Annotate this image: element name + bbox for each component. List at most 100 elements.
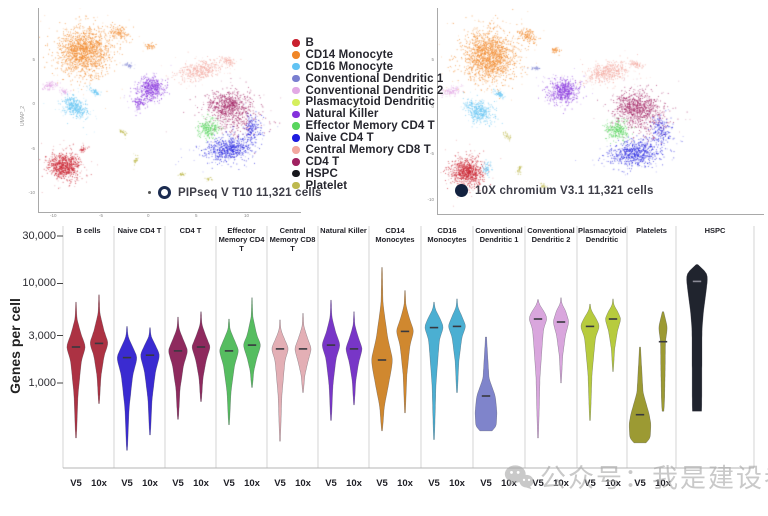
umap-y-axis-label: UMAP_2 bbox=[20, 105, 26, 126]
legend-color-dot bbox=[292, 39, 300, 47]
violin-column-header: Conventional Dendritic 2 bbox=[527, 226, 575, 244]
caption-10x: 10X chromium V3.1 11,321 cells bbox=[455, 184, 654, 197]
axis-tick-label: 10 bbox=[244, 213, 250, 218]
caption-pipseq-text: PIPseq V T10 11,321 cells bbox=[178, 186, 322, 199]
tech-label-10x: 10x bbox=[142, 478, 158, 489]
violin-plasmacytoid-dendritic-10x bbox=[605, 298, 621, 372]
axis-tick-label: 5 bbox=[431, 57, 434, 62]
axis-tick-label: 0 bbox=[147, 213, 150, 218]
legend-item: CD14 Monocyte bbox=[292, 49, 443, 61]
tech-label-10x: 10x bbox=[346, 478, 362, 489]
legend-item: CD4 T bbox=[292, 156, 443, 168]
tech-label-10x: 10x bbox=[91, 478, 107, 489]
axis-tick-label: 5 bbox=[32, 57, 35, 62]
legend-item: Central Memory CD8 T bbox=[292, 144, 443, 156]
violin-column-header: CD4 T bbox=[179, 226, 202, 235]
tech-label-10x: 10x bbox=[397, 478, 413, 489]
legend-label: CD16 Monocyte bbox=[305, 60, 394, 73]
violin-column-header: Effector Memory CD4 T bbox=[218, 226, 265, 253]
legend-color-dot bbox=[292, 122, 300, 130]
tech-label-10x: 10x bbox=[193, 478, 209, 489]
y-axis-tick-label: 30,000 bbox=[22, 230, 56, 242]
violin-natural-killer-10x bbox=[345, 311, 363, 406]
legend-label: Naive CD4 T bbox=[305, 132, 374, 145]
violin-cd4-t-V5 bbox=[168, 316, 188, 420]
violin-column-header: B cells bbox=[76, 226, 101, 235]
tech-label-v5: V5 bbox=[584, 478, 596, 489]
axis-tick-label: -5 bbox=[99, 213, 104, 218]
legend-color-dot bbox=[292, 134, 300, 142]
violin-plot bbox=[57, 226, 755, 469]
legend-label: Central Memory CD8 T bbox=[305, 143, 431, 156]
legend-item: CD16 Monocyte bbox=[292, 61, 443, 73]
legend-label: Conventional Dendritic 1 bbox=[305, 72, 444, 85]
legend-label: Platelet bbox=[305, 179, 348, 192]
y-axis-tick-label: 3,000 bbox=[28, 329, 56, 342]
tech-label-v5: V5 bbox=[274, 478, 286, 489]
legend-color-dot bbox=[292, 86, 300, 95]
filled-circle-marker bbox=[455, 184, 468, 197]
small-dot-marker bbox=[148, 191, 151, 194]
legend-label: B bbox=[305, 36, 314, 49]
violin-platelets-V5 bbox=[628, 346, 652, 444]
violin-y-axis-title: Genes per cell bbox=[7, 298, 23, 394]
legend-item: Conventional Dendritic 2 bbox=[292, 85, 443, 97]
tech-label-v5: V5 bbox=[70, 478, 82, 489]
legend-label: Plasmacytoid Dendritic bbox=[305, 96, 435, 109]
legend-item: Platelet bbox=[292, 180, 443, 192]
legend-item: Plasmacytoid Dendritic bbox=[292, 96, 443, 108]
tech-label-v5: V5 bbox=[480, 478, 492, 489]
violin-cd14-monocytes-10x bbox=[396, 290, 414, 414]
axis-tick-label: 5 bbox=[195, 213, 198, 218]
legend-label: Conventional Dendritic 2 bbox=[305, 84, 444, 97]
umap-panel-pipseq: UMAP_2 5 0 -5 -10 -10 -5 0 5 10 bbox=[20, 8, 301, 218]
violin-hspc bbox=[686, 264, 708, 412]
tech-label-v5: V5 bbox=[325, 478, 337, 489]
legend-color-dot bbox=[292, 110, 300, 119]
axis-tick-label: -10 bbox=[28, 190, 35, 195]
tech-label-10x: 10x bbox=[553, 478, 569, 489]
violin-platelets-10x bbox=[658, 311, 668, 412]
violin-column-header: Plasmacytoid Dendritic bbox=[578, 226, 627, 244]
tech-label-v5: V5 bbox=[121, 478, 133, 489]
legend-item: Conventional Dendritic 1 bbox=[292, 73, 443, 85]
legend-item: Natural Killer bbox=[292, 108, 443, 120]
violin-central-memory-cd8-t-V5 bbox=[271, 319, 289, 442]
violin-naive-cd4-t-V5 bbox=[117, 326, 137, 451]
umap-panel-10x: 5 0 -5 -10 bbox=[427, 8, 764, 215]
violin-b-cells-V5 bbox=[66, 301, 86, 439]
violin-column-header: CD16 Monocytes bbox=[427, 226, 467, 244]
violin-conventional-dendritic-2-10x bbox=[553, 297, 569, 384]
tech-label-10x: 10x bbox=[605, 478, 621, 489]
tech-label-v5: V5 bbox=[532, 478, 544, 489]
tech-label-v5: V5 bbox=[634, 478, 646, 489]
legend-item: HSPC bbox=[292, 168, 443, 180]
violin-column-header: CD14 Monocytes bbox=[375, 226, 415, 244]
violin-conventional-dendritic-2-V5 bbox=[529, 299, 547, 439]
legend-item: B bbox=[292, 37, 443, 49]
violin-column-header: Natural Killer bbox=[320, 226, 367, 235]
legend-label: Effector Memory CD4 T bbox=[305, 120, 435, 133]
tech-label-v5: V5 bbox=[376, 478, 388, 489]
umap-pipseq-axes bbox=[38, 8, 301, 213]
violin-column-header: Naive CD4 T bbox=[117, 226, 162, 235]
open-circle-marker bbox=[158, 186, 171, 199]
legend-color-dot bbox=[292, 158, 300, 166]
legend-color-dot bbox=[292, 98, 300, 107]
violin-b-cells-10x bbox=[90, 294, 108, 404]
caption-pipseq: PIPseq V T10 11,321 cells bbox=[148, 186, 322, 199]
violin-cd16-monocytes-V5 bbox=[424, 301, 444, 440]
violin-column-header: Conventional Dendritic 1 bbox=[475, 226, 523, 244]
legend-item: Effector Memory CD4 T bbox=[292, 120, 443, 132]
legend-color-dot bbox=[292, 146, 300, 154]
legend-color-dot bbox=[292, 169, 300, 178]
legend-color-dot bbox=[292, 181, 300, 190]
legend-color-dot bbox=[292, 74, 300, 83]
axis-tick-label: -5 bbox=[429, 151, 434, 156]
legend-item: Naive CD4 T bbox=[292, 132, 443, 144]
axis-tick-label: 0 bbox=[32, 101, 35, 106]
legend-color-dot bbox=[292, 62, 300, 71]
cell-type-legend: B CD14 Monocyte CD16 Monocyte Conventional … bbox=[292, 37, 443, 192]
tech-label-10x: 10x bbox=[655, 478, 671, 489]
